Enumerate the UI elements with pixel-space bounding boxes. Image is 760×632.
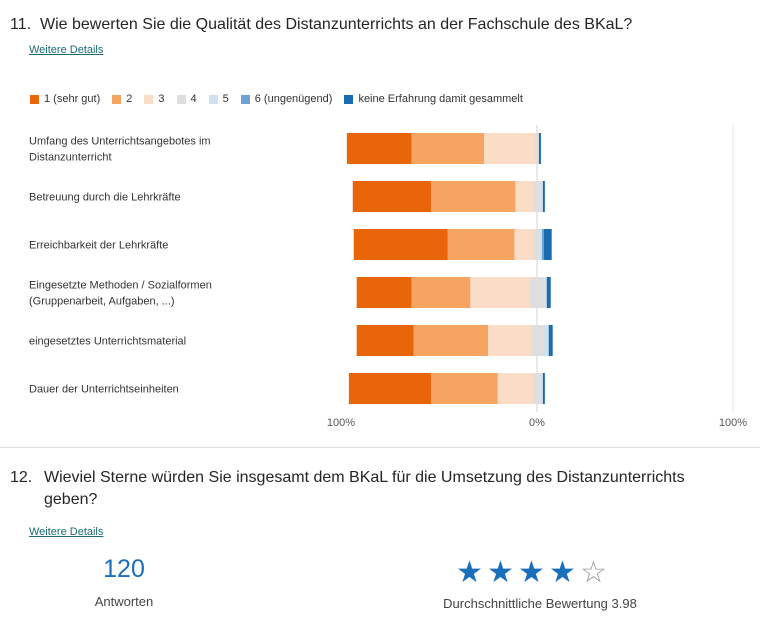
bar-segment (431, 373, 498, 404)
bar-segment (541, 229, 544, 260)
bar-segment (546, 277, 551, 308)
legend-swatch (30, 94, 39, 104)
legend-label: keine Erfahrung damit gesammelt (358, 93, 523, 105)
more-details-link-q11[interactable]: Weitere Details (29, 44, 104, 56)
legend-swatch (208, 94, 218, 104)
bar-segment (484, 133, 536, 164)
bar-segment (533, 181, 541, 212)
x-tick-label: 100% (719, 417, 747, 429)
star-filled-icon: ★ (487, 555, 516, 590)
bar-segment (356, 277, 412, 308)
star-filled-icon: ★ (456, 555, 485, 590)
bar-segment (447, 229, 515, 260)
bar-segment (531, 325, 543, 356)
bar-segment (411, 277, 471, 308)
legend-label: 5 (222, 93, 229, 105)
bar-segment (544, 277, 547, 308)
responses-count: 120 (103, 555, 145, 583)
star-filled-icon: ★ (518, 555, 547, 590)
star-rating: ★★★★☆ (455, 557, 615, 589)
bar-segment (534, 229, 540, 260)
legend-label: 4 (190, 93, 197, 105)
bar-segment (539, 229, 542, 260)
legend-swatch (112, 94, 122, 104)
bar-segment (540, 181, 543, 212)
bar-segment (356, 325, 414, 356)
bar-segment (540, 373, 543, 404)
bar-segment (542, 325, 549, 356)
question-text: Wie bewerten Sie die Qualität des Distan… (40, 16, 633, 33)
legend-item: 1 (sehr gut) (30, 93, 100, 105)
bar-segment (411, 133, 485, 164)
legend-item: 5 (208, 93, 229, 105)
category-label: Erreichbarkeit der Lehrkräfte (29, 240, 168, 252)
bar-segment (535, 133, 539, 164)
bar-segment (470, 277, 530, 308)
bar-segment (548, 325, 553, 356)
chart-legend: 1 (sehr gut) 2 3 4 5 6 (ungenügend) keine Erfa… (30, 91, 535, 107)
category-label: Dauer der Unterrichtseinheiten (29, 384, 179, 396)
responses-label: Antworten (94, 594, 154, 609)
x-tick-label: 100% (327, 417, 355, 429)
question-text: Wieviel Sterne würden Sie insgesamt dem … (44, 469, 685, 508)
bar-segment (538, 133, 541, 164)
more-details-link-q12[interactable]: Weitere Details (29, 526, 104, 538)
legend-item: 2 (112, 93, 132, 105)
legend-item: 3 (144, 93, 165, 105)
question-number: 11. (10, 16, 32, 33)
legend-label: 3 (158, 93, 165, 105)
bar-segment (515, 181, 534, 212)
bar-segment (533, 373, 541, 404)
section-divider (0, 447, 760, 448)
category-label: Umfang des Unterrichtsangebotes im Distan… (29, 136, 211, 164)
legend-item: keine Erfahrung damit gesammelt (344, 93, 523, 105)
legend-label: 2 (126, 93, 133, 105)
legend-item: 4 (176, 93, 197, 105)
bar-segment (353, 229, 448, 260)
bar-segment (346, 133, 412, 164)
bar-segment (348, 373, 432, 404)
bar-segment (529, 277, 545, 308)
legend-item: 6 (ungenügend) (240, 93, 333, 105)
legend-label: 1 (sehr gut) (44, 93, 101, 105)
question-number: 12. (10, 469, 33, 486)
average-rating-label: Durchschnittliche Bewertung 3.98 (443, 596, 637, 611)
bar-segment (431, 181, 516, 212)
bar-segment (543, 229, 552, 260)
star-empty-icon: ☆ (580, 555, 609, 590)
bar-segment (488, 325, 532, 356)
question-11-title: 11. Wie bewerten Sie die Qualität des Dis… (10, 14, 632, 36)
category-label: eingesetztes Unterrichtsmaterial (29, 336, 186, 348)
bar-segment (542, 181, 545, 212)
question-12-title: 12. Wieviel Sterne würden Sie insgesamt … (10, 467, 730, 508)
bar-segment (514, 229, 535, 260)
bar-segment (542, 373, 545, 404)
star-filled-icon: ★ (549, 555, 578, 590)
category-label: Betreuung durch die Lehrkräfte (29, 192, 181, 204)
legend-swatch (144, 94, 154, 104)
bar-segment (497, 373, 534, 404)
legend-label: 6 (ungenügend) (254, 93, 333, 105)
category-label: Eingesetzte Methoden / Sozialformen (Grup… (29, 280, 212, 308)
diverging-stacked-bar-chart: Umfang des Unterrichtsangebotes im Distan… (29, 125, 747, 429)
legend-swatch (344, 94, 354, 104)
bar-segment (352, 181, 432, 212)
legend-swatch (176, 94, 186, 104)
legend-swatch (240, 94, 250, 104)
bar-segment (413, 325, 488, 356)
x-tick-label: 0% (529, 417, 545, 429)
